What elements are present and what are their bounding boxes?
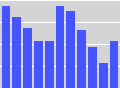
Bar: [77, 30, 86, 88]
Bar: [99, 63, 108, 88]
Bar: [2, 5, 10, 88]
Bar: [88, 47, 97, 88]
Bar: [110, 41, 118, 88]
Bar: [23, 27, 32, 88]
Bar: [34, 41, 43, 88]
Bar: [66, 11, 75, 88]
Bar: [45, 41, 54, 88]
Bar: [12, 17, 21, 88]
Bar: [56, 5, 64, 88]
